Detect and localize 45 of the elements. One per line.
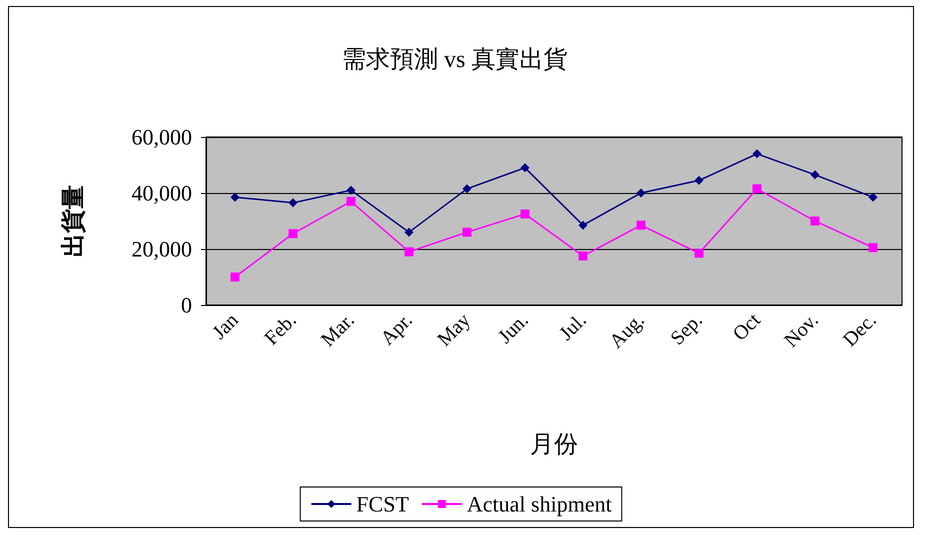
x-tick-label: Aug. — [605, 309, 649, 353]
x-tick-label: Apr. — [376, 309, 417, 350]
point — [810, 216, 820, 226]
point — [868, 243, 878, 252]
x-tick-label: Oct — [728, 308, 766, 346]
x-tick-label: Mar. — [316, 309, 359, 352]
point — [752, 149, 762, 158]
point — [868, 192, 878, 202]
point — [520, 163, 530, 172]
x-axis-title: 月份 — [530, 432, 578, 458]
point — [288, 198, 298, 208]
x-tick-label: Nov. — [780, 309, 823, 352]
y-tick-label: 60,000 — [132, 124, 192, 150]
chart-title: 需求預測 vs 真實出貨 — [342, 47, 568, 73]
x-tick-label: Dec. — [838, 309, 881, 352]
x-tick-label: Sep. — [666, 309, 707, 350]
x-tick-label: Jul. — [555, 309, 591, 345]
x-tick-label: Feb. — [260, 309, 301, 350]
x-tick-label: May — [433, 309, 475, 351]
point — [230, 192, 240, 202]
point — [288, 229, 298, 238]
point — [578, 220, 588, 230]
y-tick-label: 40,000 — [132, 180, 192, 206]
point — [404, 247, 414, 256]
point — [752, 184, 762, 194]
x-tick-label: Jan — [208, 309, 243, 344]
y-axis-title: 出貨量 — [60, 185, 87, 257]
point — [346, 186, 356, 195]
point — [810, 170, 820, 180]
y-tick-label: 20,000 — [132, 236, 192, 262]
legend-label: Actual shipment — [466, 492, 612, 516]
point — [462, 184, 472, 194]
legend-label: FCST — [356, 492, 410, 516]
y-tick-label: 0 — [181, 292, 192, 318]
point — [346, 196, 356, 206]
point — [636, 220, 646, 230]
point — [636, 188, 646, 198]
point — [404, 228, 414, 237]
point — [578, 252, 588, 260]
point — [694, 176, 704, 185]
point — [230, 272, 240, 282]
point — [694, 248, 704, 258]
point — [520, 210, 530, 218]
x-tick-label: Jun. — [494, 309, 533, 348]
point — [462, 228, 472, 237]
